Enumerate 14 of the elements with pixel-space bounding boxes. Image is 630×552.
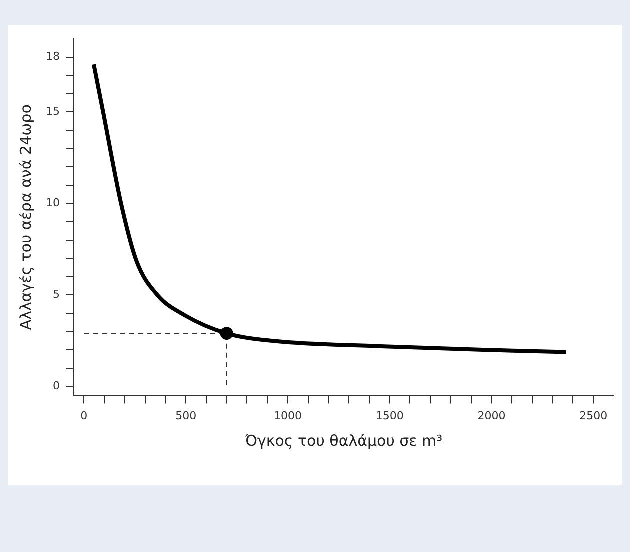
y-tick-label: 0 [52, 380, 60, 393]
x-tick-label: 1000 [274, 409, 302, 422]
y-tick-label: 18 [46, 50, 60, 64]
x-tick-label: 500 [176, 409, 197, 422]
y-axis-title: Αλλαγές του αέρα ανά 24ωρο [16, 104, 35, 330]
x-axis-title: Όγκος του θαλάμου σε m³ [244, 432, 443, 450]
y-tick-label: 10 [46, 196, 60, 210]
y-tick-label: 5 [52, 288, 60, 302]
x-tick-label: 0 [80, 409, 88, 422]
x-tick-label: 2500 [580, 409, 608, 422]
y-tick-label: 15 [46, 105, 60, 118]
line-series [92, 62, 568, 354]
x-tick-label: 2000 [478, 409, 506, 422]
x-tick-label: 1500 [376, 409, 404, 422]
